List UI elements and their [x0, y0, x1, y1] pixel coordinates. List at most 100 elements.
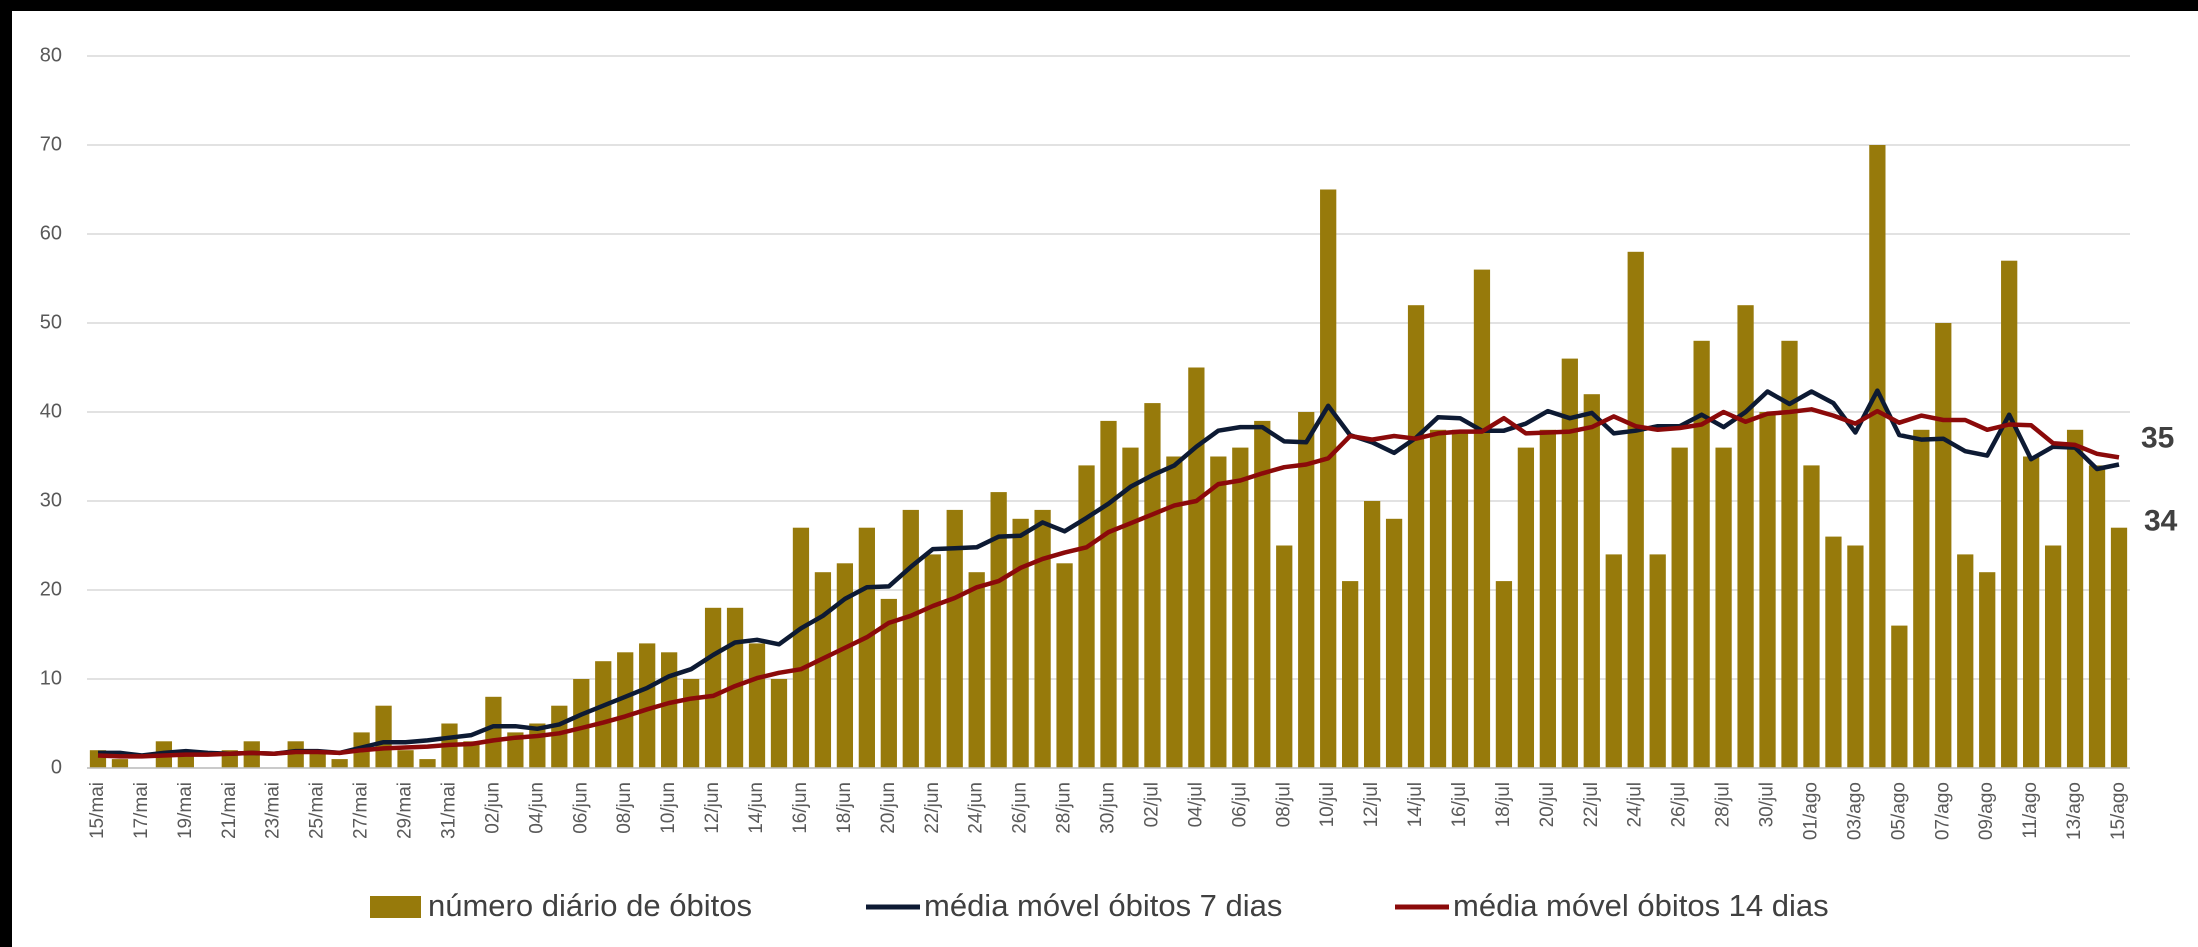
- x-tick-label: 02/jul: [1141, 782, 1162, 827]
- bar: [968, 572, 985, 768]
- y-tick-label: 60: [40, 222, 62, 244]
- bar: [792, 527, 810, 768]
- x-tick-label: 26/jun: [1010, 782, 1031, 834]
- x-tick-label: 13/ago: [2064, 782, 2085, 840]
- x-tick-label: 12/jun: [702, 782, 723, 834]
- y-tick-label: 0: [51, 756, 62, 778]
- x-tick-label: 09/ago: [1976, 782, 1997, 840]
- bar: [1561, 358, 1578, 768]
- bar: [682, 679, 700, 768]
- bar: [1473, 269, 1491, 768]
- bar: [573, 679, 590, 768]
- x-tick-label: 08/jul: [1273, 782, 1294, 827]
- bar: [2044, 545, 2062, 768]
- bar: [1320, 189, 1337, 768]
- bar: [1583, 394, 1600, 768]
- bar: [2023, 456, 2040, 768]
- x-tick-label: 10/jul: [1317, 782, 1338, 827]
- x-tick-label: 18/jul: [1493, 782, 1514, 827]
- bar: [617, 652, 634, 768]
- bar: [111, 759, 129, 768]
- x-tick-label: 05/ago: [1888, 782, 1909, 840]
- bar: [858, 527, 875, 768]
- bar: [704, 607, 722, 768]
- bar: [1671, 447, 1688, 768]
- bar: [1451, 429, 1469, 768]
- x-tick-label: 28/jun: [1054, 782, 1075, 834]
- x-tick-label: 31/mai: [438, 782, 459, 839]
- x-tick-label: 14/jun: [746, 782, 767, 834]
- bar: [507, 732, 524, 768]
- bar: [1122, 447, 1139, 768]
- bar: [1012, 518, 1029, 768]
- annotation: 35: [2141, 421, 2174, 454]
- bar: [1737, 305, 1754, 768]
- bar: [1957, 554, 1974, 768]
- bar: [924, 554, 941, 768]
- bar: [463, 741, 480, 768]
- bar: [1913, 429, 1930, 768]
- x-tick-label: 02/jun: [482, 782, 503, 834]
- x-tick-label: 25/mai: [307, 782, 328, 839]
- bar: [1495, 581, 1513, 768]
- bar: [1232, 447, 1249, 768]
- x-tick-label: 16/jun: [790, 782, 811, 834]
- x-tick-label: 01/ago: [1800, 782, 1821, 840]
- bar: [1254, 420, 1271, 768]
- x-tick-label: 08/jun: [614, 782, 635, 834]
- x-tick-label: 03/ago: [1844, 782, 1865, 840]
- bar: [2001, 260, 2018, 768]
- x-tick-label: 24/jul: [1625, 782, 1646, 827]
- x-tick-label: 10/jun: [658, 782, 679, 834]
- bar: [946, 509, 963, 768]
- bar: [1078, 465, 1095, 768]
- bar: [1759, 412, 1776, 768]
- y-tick-label: 10: [40, 667, 62, 689]
- x-tick-label: 06/jul: [1229, 782, 1250, 827]
- y-tick-label: 70: [40, 133, 62, 155]
- bar: [836, 563, 854, 768]
- x-tick-label: 22/jun: [922, 782, 943, 834]
- y-tick-label: 20: [40, 578, 62, 600]
- x-tick-label: 24/jun: [966, 782, 987, 834]
- bar: [1715, 447, 1732, 768]
- bar: [1649, 554, 1666, 768]
- y-tick-label: 80: [40, 44, 62, 66]
- bar: [1693, 340, 1710, 768]
- bar: [2066, 429, 2084, 768]
- x-tick-label: 26/jul: [1669, 782, 1690, 827]
- bar: [331, 759, 348, 768]
- bar: [748, 643, 766, 768]
- bar: [2110, 527, 2128, 768]
- bar: [1605, 554, 1622, 768]
- bar: [902, 509, 919, 768]
- x-tick-label: 23/mai: [263, 782, 284, 839]
- x-tick-label: 19/mai: [175, 782, 196, 839]
- bar: [1803, 465, 1820, 768]
- legend-label: média móvel óbitos 14 dias: [1453, 888, 1829, 923]
- bar: [1517, 447, 1535, 768]
- bar: [661, 652, 678, 768]
- bar: [375, 705, 392, 768]
- bar: [1847, 545, 1864, 768]
- bar: [595, 661, 612, 768]
- bar: [1342, 581, 1359, 768]
- bar: [1781, 340, 1798, 768]
- bar: [1891, 625, 1908, 768]
- bar: [1100, 420, 1117, 768]
- bar: [1539, 429, 1556, 768]
- bar: [1298, 412, 1315, 768]
- line: [98, 388, 2120, 758]
- bar: [1979, 572, 1996, 768]
- bar: [1429, 429, 1447, 768]
- bar: [880, 598, 897, 768]
- annotation: 34: [2144, 504, 2178, 537]
- bar: [2088, 465, 2106, 768]
- bar: [814, 572, 832, 768]
- y-tick-label: 30: [40, 489, 62, 511]
- bar: [551, 705, 568, 768]
- x-tick-label: 20/jun: [878, 782, 899, 834]
- bar: [1407, 305, 1425, 768]
- bar: [309, 750, 326, 768]
- bar: [639, 643, 656, 768]
